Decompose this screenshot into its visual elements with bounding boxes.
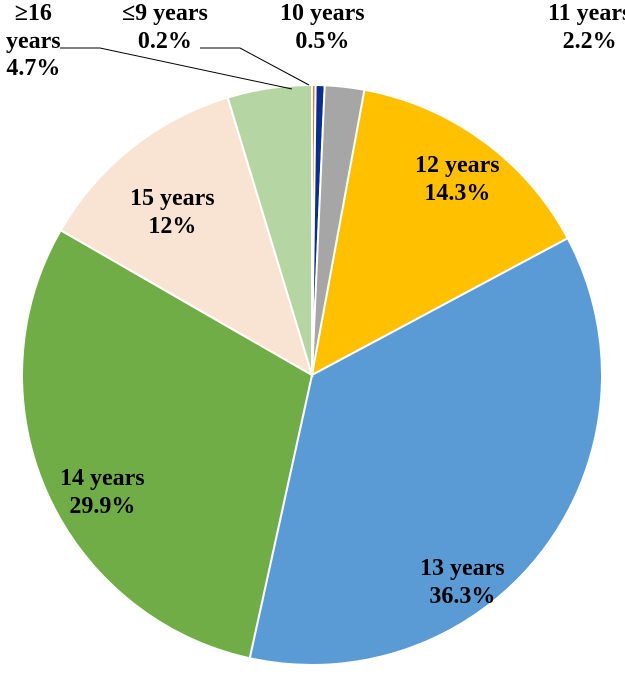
slice-label-y14-line2: 29.9% (60, 493, 145, 521)
slice-label-y12-line2: 14.3% (415, 180, 500, 208)
slice-label-y10-line1: 10 years (280, 0, 365, 28)
slice-label-le9-line2: 0.2% (122, 28, 208, 56)
slice-label-le9: ≤9 years0.2% (122, 0, 208, 55)
slice-label-y12-line1: 12 years (415, 152, 500, 180)
slice-label-y15-line2: 12% (130, 213, 215, 241)
slice-label-y13: 13 years36.3% (420, 555, 505, 610)
chart-container: ≤9 years0.2% 10 years0.5% 11 years2.2% 12 y… (0, 0, 625, 685)
slice-label-ge16: ≥16years4.7% (6, 0, 61, 83)
slice-label-y15-line1: 15 years (130, 185, 215, 213)
slice-label-y10-line2: 0.5% (280, 28, 365, 56)
slice-label-y14-line1: 14 years (60, 465, 145, 493)
pie-chart (0, 0, 625, 685)
slice-label-ge16-line1: ≥16 (6, 0, 61, 28)
slice-label-y13-line2: 36.3% (420, 583, 505, 611)
slice-label-y14: 14 years29.9% (60, 465, 145, 520)
slice-label-y15: 15 years12% (130, 185, 215, 240)
slice-label-ge16-line2: years (6, 28, 61, 56)
slice-label-ge16-line3: 4.7% (6, 55, 61, 83)
slice-label-le9-line1: ≤9 years (122, 0, 208, 28)
slice-label-y11: 11 years2.2% (548, 0, 625, 55)
slice-label-y12: 12 years14.3% (415, 152, 500, 207)
slice-label-y11-line2: 2.2% (548, 28, 625, 56)
slice-label-y11-line1: 11 years (548, 0, 625, 28)
slice-label-y13-line1: 13 years (420, 555, 505, 583)
slice-label-y10: 10 years0.5% (280, 0, 365, 55)
